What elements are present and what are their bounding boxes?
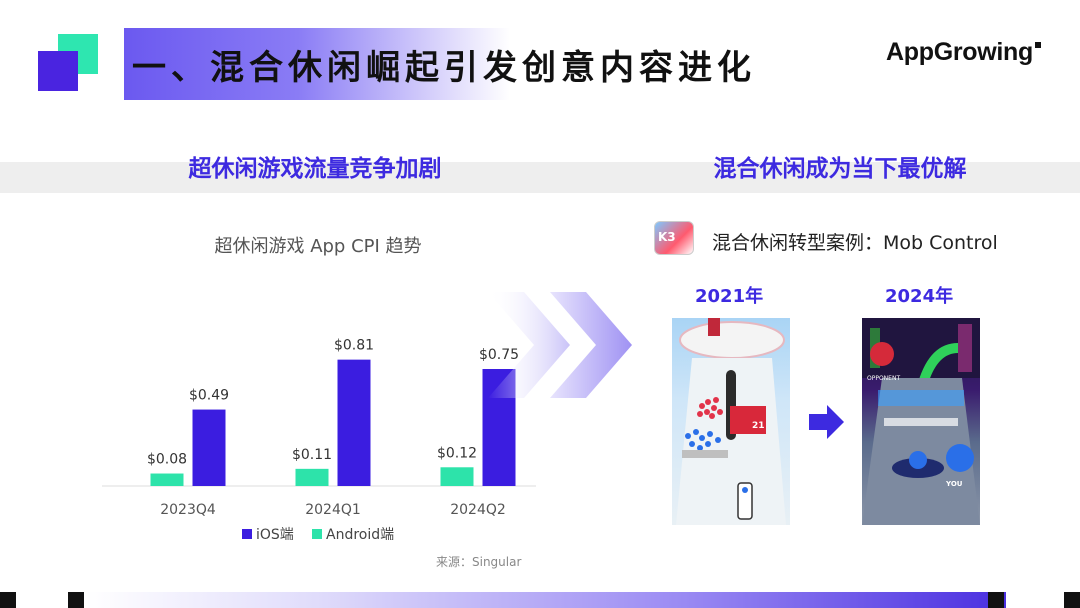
cpi-bar-chart: $0.08 $0.49 2023Q4 $0.11 $0.81 2024Q1 $0.12 $0.… <box>102 338 536 540</box>
footer-square <box>0 592 16 608</box>
opponent-label: OPPONENT <box>867 375 900 382</box>
bar-ios-2023Q4 <box>192 409 226 486</box>
data-label: $0.12 <box>437 445 477 461</box>
brand-dot-icon <box>1034 42 1041 48</box>
footer-square <box>988 592 1004 608</box>
data-label: $0.11 <box>292 447 332 463</box>
data-label: $0.81 <box>334 338 374 354</box>
logo-square-purple <box>38 51 78 91</box>
section-band <box>0 162 1080 193</box>
screenshot-2021-number: 21 <box>752 421 765 431</box>
case-study-label: 混合休闲转型案例：Mob Control <box>712 232 998 254</box>
bar-android-2023Q4 <box>150 473 184 486</box>
legend-swatch <box>312 529 322 539</box>
game-scene-2021-graphic: 21 <box>676 318 786 525</box>
title-band <box>124 28 510 100</box>
bottom-gradient-bar <box>86 592 1006 608</box>
legend-swatch <box>242 529 252 539</box>
x-tick-label: 2024Q2 <box>450 502 506 518</box>
chart-source: 来源：Singular <box>436 555 522 569</box>
data-label: $0.08 <box>147 452 187 468</box>
brand-logo: AppGrowing <box>886 38 1041 67</box>
x-tick-label: 2023Q4 <box>160 502 216 518</box>
data-label: $0.75 <box>479 347 519 363</box>
mob-control-app-icon <box>654 221 694 255</box>
year-label-2021: 2021年 <box>695 286 764 307</box>
bar-android-2024Q1 <box>295 468 329 486</box>
legend-label: Android端 <box>326 527 394 540</box>
year-label-2024: 2024年 <box>885 286 954 307</box>
arrow-right-icon <box>809 405 845 443</box>
footer-square <box>68 592 84 608</box>
game-scene-2024-graphic: OPPONENT YOU <box>862 318 980 525</box>
footer-square <box>1064 592 1080 608</box>
brand-name: AppGrowing <box>886 38 1033 66</box>
page-title: 一、混合休闲崛起引发创意内容进化 <box>132 48 756 88</box>
section-heading-left: 超休闲游戏流量竞争加剧 <box>188 156 442 182</box>
game-screenshot-2024: OPPONENT YOU <box>862 318 980 525</box>
legend-label: iOS端 <box>256 527 294 540</box>
data-label: $0.49 <box>189 388 229 404</box>
you-label: YOU <box>945 480 963 488</box>
bar-ios-2024Q1 <box>337 359 371 486</box>
chevron-right-icon <box>488 292 632 398</box>
chart-title: 超休闲游戏 App CPI 趋势 <box>214 236 422 257</box>
section-heading-right: 混合休闲成为当下最优解 <box>713 156 967 182</box>
bar-android-2024Q2 <box>440 467 474 486</box>
x-tick-label: 2024Q1 <box>305 502 361 518</box>
game-screenshot-2021: 21 <box>672 318 790 525</box>
